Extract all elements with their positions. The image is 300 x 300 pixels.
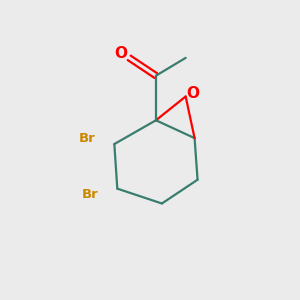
Text: Br: Br	[79, 132, 96, 145]
Text: Br: Br	[82, 188, 99, 201]
Text: O: O	[187, 86, 200, 101]
Text: O: O	[114, 46, 127, 61]
